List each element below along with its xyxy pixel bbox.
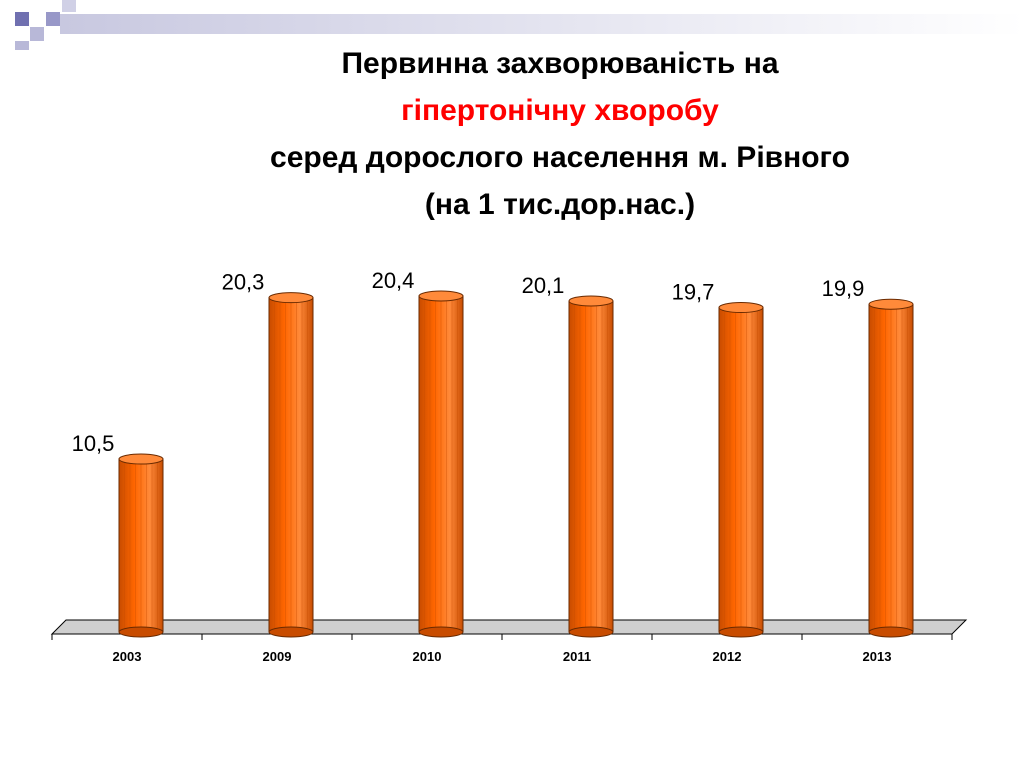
x-tick-label: 2013: [863, 649, 892, 664]
bar-base: [868, 626, 914, 638]
data-label: 10,5: [72, 431, 115, 456]
bar-base: [718, 626, 764, 638]
deco-square: [46, 12, 60, 26]
data-label: 19,7: [672, 280, 715, 305]
bar-top: [718, 302, 764, 314]
bar-top: [268, 292, 314, 304]
data-label: 19,9: [822, 276, 865, 301]
data-label: 20,4: [372, 268, 415, 293]
bar-base: [118, 626, 164, 638]
data-label: 20,1: [522, 273, 565, 298]
deco-square: [15, 12, 29, 26]
x-tick-label: 2009: [263, 649, 292, 664]
deco-square: [30, 27, 44, 41]
slide-decoration: [15, 0, 1024, 50]
bar-top: [868, 298, 914, 310]
x-tick-label: 2003: [113, 649, 142, 664]
header-bar: [60, 14, 1024, 34]
bar-base: [568, 626, 614, 638]
title-line-3: серед дорослого населення м. Рівного: [270, 141, 850, 174]
bar-base: [418, 626, 464, 638]
title-line-2-highlight: гіпертонічну хворобу: [401, 94, 719, 127]
bar-top: [418, 290, 464, 302]
deco-square: [62, 0, 76, 12]
x-tick-label: 2011: [563, 649, 591, 664]
data-label: 20,3: [222, 270, 265, 295]
deco-square: [15, 41, 29, 50]
x-tick-label: 2010: [413, 649, 442, 664]
title-line-4: (на 1 тис.дор.нас.): [424, 188, 696, 221]
title-line-1: Первинна захворюваність на: [341, 47, 779, 80]
chart-title: Первинна захворюваність на гіпертонічну …: [150, 40, 970, 228]
bar-base: [268, 626, 314, 638]
bar-top: [118, 453, 164, 465]
bar-top: [568, 295, 614, 307]
x-tick-label: 2012: [713, 649, 742, 664]
chart-floor: [50, 619, 968, 635]
